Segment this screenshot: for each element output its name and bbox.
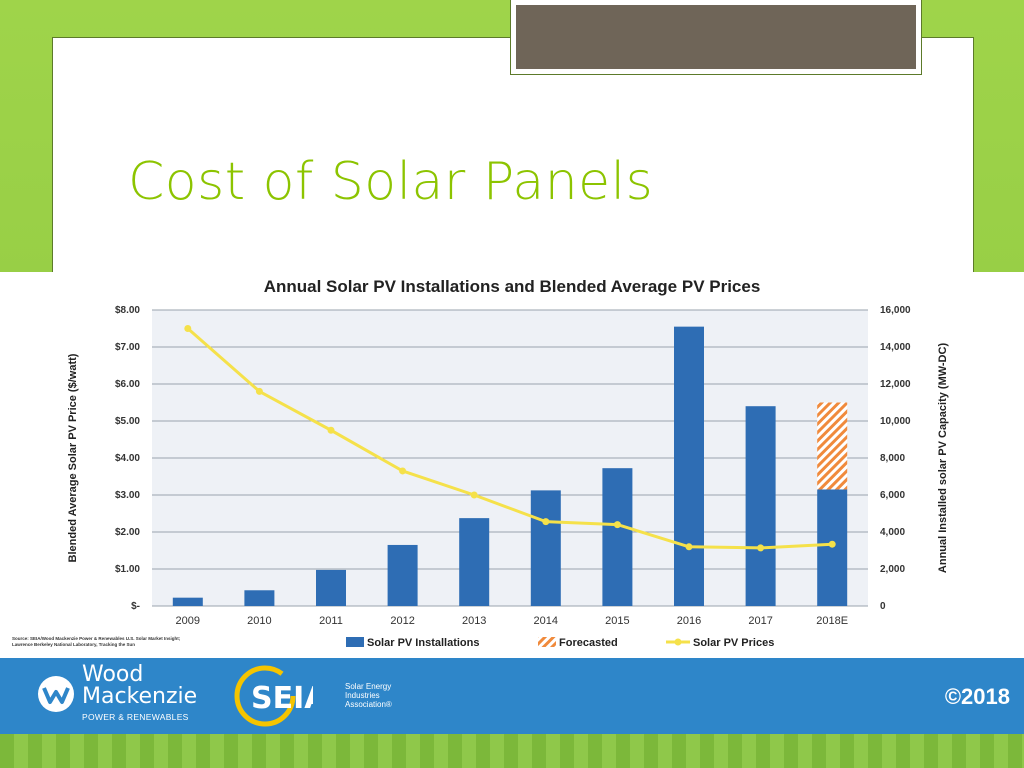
price-point [757,544,765,552]
source-line-2: Lawrence Berkeley National Laboratory, T… [12,642,135,647]
x-tick-label: 2009 [176,615,200,627]
chart-figure: Annual Solar PV Installations and Blende… [0,272,1024,658]
left-tick-label: $4.00 [115,453,140,464]
price-line [186,327,833,550]
background-stripes [0,734,1024,768]
seia-logo-text: SEIA [251,681,313,716]
legend-price-marker [674,638,682,646]
wood-mackenzie-logo-icon [38,676,74,712]
right-tick-label: 6,000 [880,490,905,501]
x-tick-label: 2015 [605,615,629,627]
footer-band: Wood Mackenzie POWER & RENEWABLES SEIA S… [0,658,1024,734]
installation-bar [316,569,346,606]
right-tick-label: 0 [880,601,886,612]
price-point [685,543,693,551]
right-tick-label: 10,000 [880,416,911,427]
x-tick-label: 2010 [247,615,271,627]
left-tick-label: $3.00 [115,490,140,501]
x-tick-label: 2012 [390,615,414,627]
installation-bar [530,490,561,606]
price-point [399,467,407,475]
right-tick-label: 12,000 [880,379,911,390]
copyright-text: ©2018 [944,684,1010,709]
x-tick-label: 2014 [534,615,558,627]
right-tick-label: 4,000 [880,527,905,538]
seia-logo-icon: SEIA [234,665,313,727]
slide-title: Cost of Solar Panels [128,152,654,212]
wood-mackenzie-name: Wood Mackenzie [82,662,198,709]
legend-forecast-label: Forecasted [559,637,618,649]
left-tick-label: $2.00 [115,527,140,538]
left-tick-label: $- [131,601,140,612]
right-tick-label: 2,000 [880,564,905,575]
left-tick-label: $7.00 [115,342,140,353]
legend-forecast-swatch [538,637,556,647]
left-tick-label: $6.00 [115,379,140,390]
right-tick-label: 8,000 [880,453,905,464]
chart-title: Annual Solar PV Installations and Blende… [263,277,761,296]
price-point [613,521,621,529]
x-tick-label: 2018E [816,615,848,627]
installation-bar [459,518,490,606]
installation-bar [817,489,848,606]
wood-mackenzie-subtitle: POWER & RENEWABLES [82,712,189,722]
installation-bar [602,468,633,606]
installation-bar [387,544,418,606]
installation-bar [674,326,704,606]
x-tick-label: 2017 [748,615,772,627]
left-tick-label: $8.00 [115,305,140,316]
seia-subtitle: Solar Energy Industries Association® [345,682,392,709]
y-axis-left-label: Blended Average Solar PV Price ($/watt) [67,353,79,562]
price-point [470,491,478,499]
source-line-1: Source: SEIA/Wood Mackenzie Power & Rene… [12,636,181,641]
left-tick-label: $1.00 [115,564,140,575]
installation-bar [172,597,203,606]
legend-installations-label: Solar PV Installations [367,637,479,649]
price-point [542,518,550,526]
left-tick-label: $5.00 [115,416,140,427]
installation-bar [244,590,275,606]
price-point [828,540,836,548]
source-note: Source: SEIA/Wood Mackenzie Power & Rene… [12,636,222,648]
right-tick-label: 16,000 [880,305,911,316]
price-point [255,387,263,395]
decorative-header-tab [510,0,922,75]
x-tick-label: 2013 [462,615,486,627]
installation-bar [745,406,776,606]
y-axis-right-label: Annual Installed solar PV Capacity (MW-D… [937,343,949,574]
chart: $- $1.00 $2.00 $3.00 $4.00 $5.00 $6.00 $7.00 $8.… [67,305,949,649]
forecast-bar [817,402,848,490]
legend-installations-swatch [346,637,364,647]
x-tick-label: 2016 [677,615,701,627]
price-point [184,325,192,332]
right-tick-label: 14,000 [880,342,911,353]
x-tick-label: 2011 [319,615,343,627]
price-point [327,426,335,434]
slide-panel [52,37,974,279]
legend-price-label: Solar PV Prices [693,637,774,649]
